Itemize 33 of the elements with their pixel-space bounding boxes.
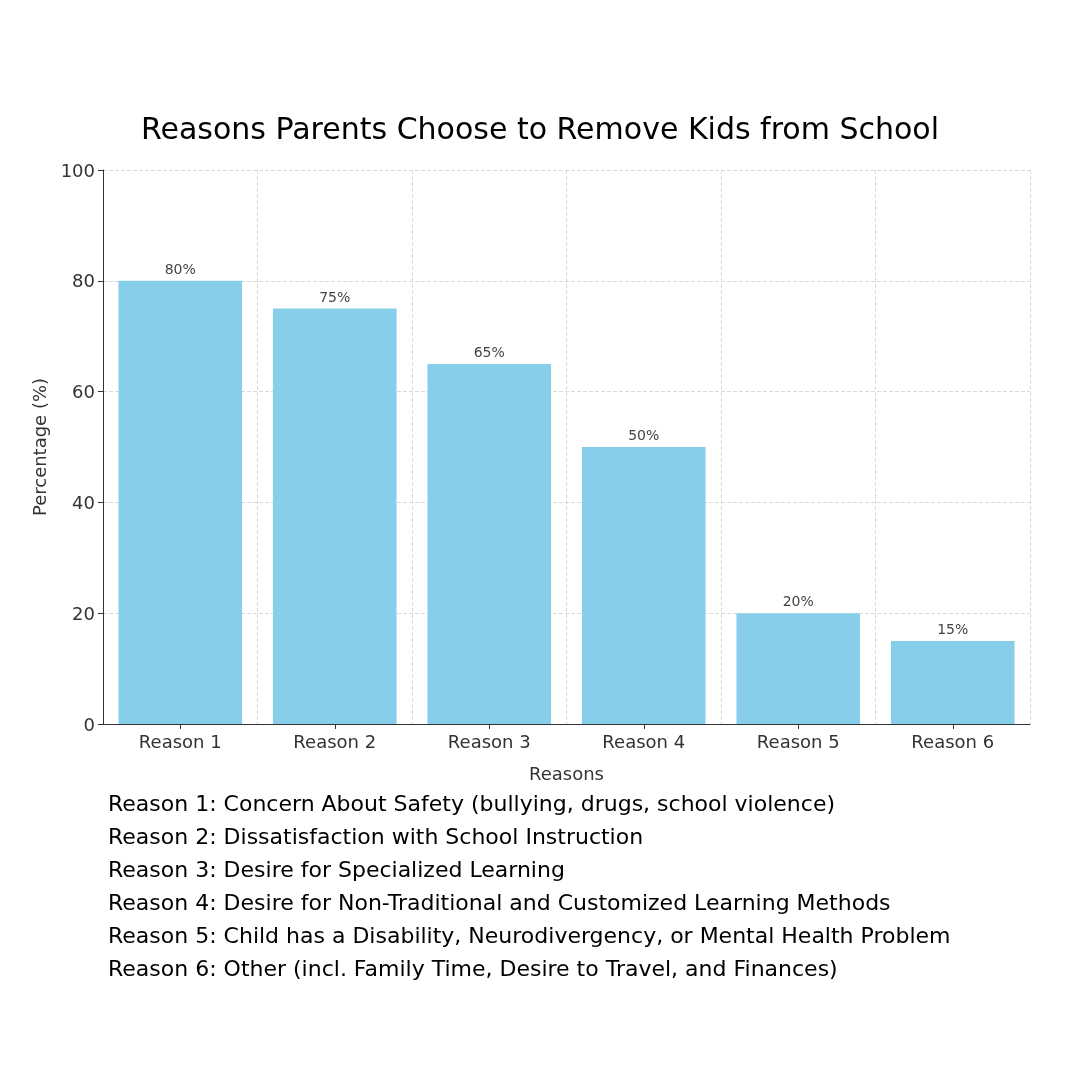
text: Reason 2: Dissatisfaction with School Instruction [108,823,644,849]
y-tick-label: 20 [72,602,95,624]
bar [890,640,1015,724]
text: Reason 6: Other (incl. Family Time, Desire to Travel, and Finances) [108,955,838,981]
bar [736,613,861,724]
y-tick-label: 80 [72,270,95,292]
y-tick-label: 100 [60,159,95,181]
x-tick-label: Reason 2 [293,730,377,752]
y-tick-label: 0 [83,713,95,735]
x-tick-label: Reason 5 [756,730,840,752]
bar [272,308,397,724]
text: Reason 3: Desire for Specialized Learning [108,856,565,882]
data-label: 50% [628,427,660,443]
bar [427,363,552,724]
data-label: 80% [164,260,196,277]
text: Reason 4: Desire for Non-Traditional and Customized Learning Methods [108,889,891,915]
x-tick-label: Reason 4 [602,730,686,752]
data-label: 20% [782,593,814,610]
x-tick-label: Reason 1 [138,730,222,752]
data-label: 65% [473,343,505,360]
x-tick-label: Reason 3 [447,730,531,752]
y-axis-title: Percentage (%) [28,377,50,517]
data-label: 75% [319,288,351,305]
bar [118,280,243,724]
y-tick-label: 60 [72,381,95,403]
x-axis-title: Reasons [529,762,604,784]
x-tick-label: Reason 6 [911,730,995,752]
text: Reason 5: Child has a Disability, Neurodivergency, or Mental Health Problem [108,922,951,948]
bar [581,447,706,724]
text: Reason 1: Concern About Safety (bullying, drugs, school violence) [108,790,835,816]
y-tick-label: 40 [72,491,95,513]
chart-title: Reasons Parents Choose to Remove Kids from School [140,110,940,146]
data-label: 15% [937,620,969,637]
